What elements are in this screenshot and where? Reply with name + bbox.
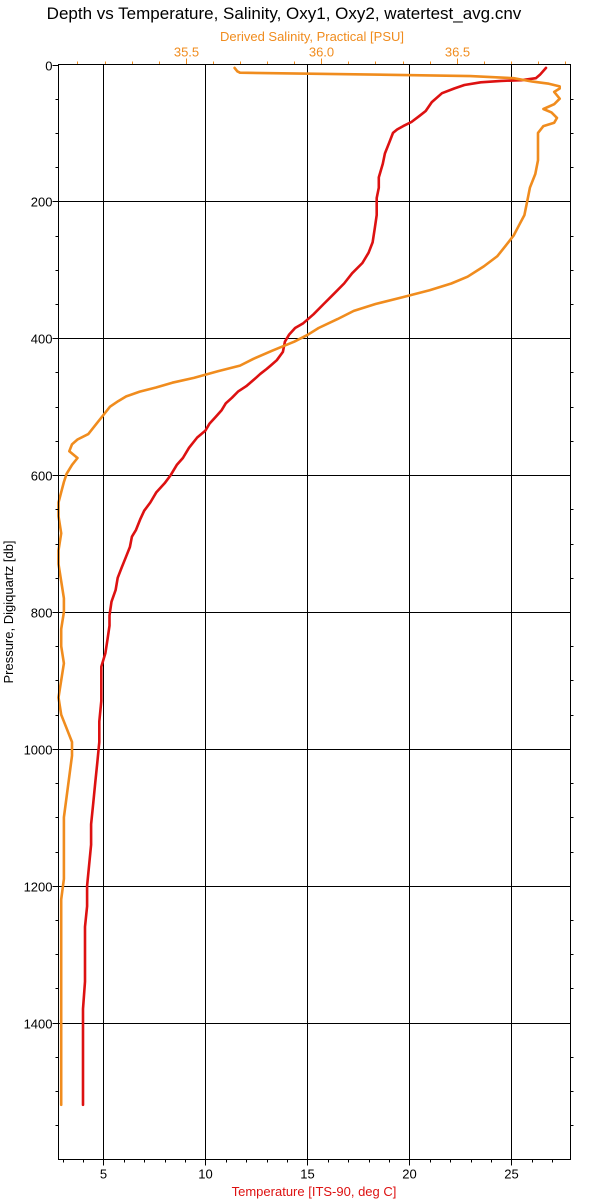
bottom-axis-label: Temperature [ITS-90, deg C] (232, 1184, 397, 1199)
x-bottom-tick-label: 10 (198, 1167, 212, 1182)
x-bottom-tick-label: 20 (402, 1167, 416, 1182)
x-bottom-tick-label: 15 (300, 1167, 314, 1182)
grid-layer (58, 64, 571, 1160)
y-tick-label: 1200 (24, 880, 53, 895)
x-top-tick-label: 36.0 (309, 45, 334, 60)
x-bottom-tick-label: 5 (100, 1167, 107, 1182)
plot-frame (58, 64, 571, 1160)
y-tick-label: 600 (31, 469, 53, 484)
y-tick-label: 0 (45, 59, 52, 74)
x-top-tick-label: 35.5 (174, 45, 199, 60)
chart-title: Depth vs Temperature, Salinity, Oxy1, Ox… (47, 4, 522, 23)
tick-layer: 0 200 400 600 800 1000 1200 1400 5 10 15 20 25 35.5 36… (24, 45, 574, 1182)
temperature-series-line (81, 66, 548, 1107)
y-tick-label: 800 (31, 606, 53, 621)
salinity-series-line (57, 66, 561, 1107)
y-tick-label: 1400 (24, 1017, 53, 1032)
series-layer (57, 66, 561, 1107)
x-top-tick-label: 36.5 (445, 45, 470, 60)
y-tick-label: 400 (31, 332, 53, 347)
top-axis-label: Derived Salinity, Practical [PSU] (220, 29, 404, 44)
y-tick-label: 1000 (24, 743, 53, 758)
x-bottom-tick-label: 25 (504, 1167, 518, 1182)
y-tick-label: 200 (31, 195, 53, 210)
left-axis-label: Pressure, Digiquartz [db] (1, 540, 16, 683)
